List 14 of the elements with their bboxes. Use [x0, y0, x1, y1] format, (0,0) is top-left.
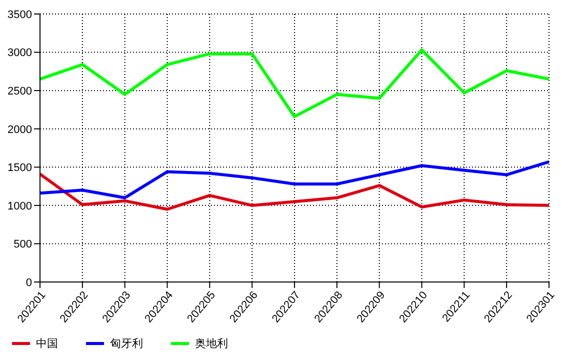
y-tick-label: 2500 [8, 85, 32, 98]
line-series [40, 172, 549, 211]
legend-label: 中国 [36, 336, 58, 351]
y-tick-label: 3500 [8, 8, 32, 21]
line-series [40, 160, 549, 200]
y-tick-label: 500 [14, 238, 32, 251]
line-series [40, 48, 549, 118]
y-tick-label: 0 [26, 276, 32, 289]
legend-label: 奥地利 [195, 336, 228, 351]
y-tick-label: 2000 [8, 124, 32, 136]
y-tick-label: 1500 [8, 162, 32, 174]
y-tick-label: 3000 [8, 47, 32, 60]
y-tick-label: 1000 [8, 200, 32, 212]
legend-label: 匈牙利 [110, 336, 143, 351]
